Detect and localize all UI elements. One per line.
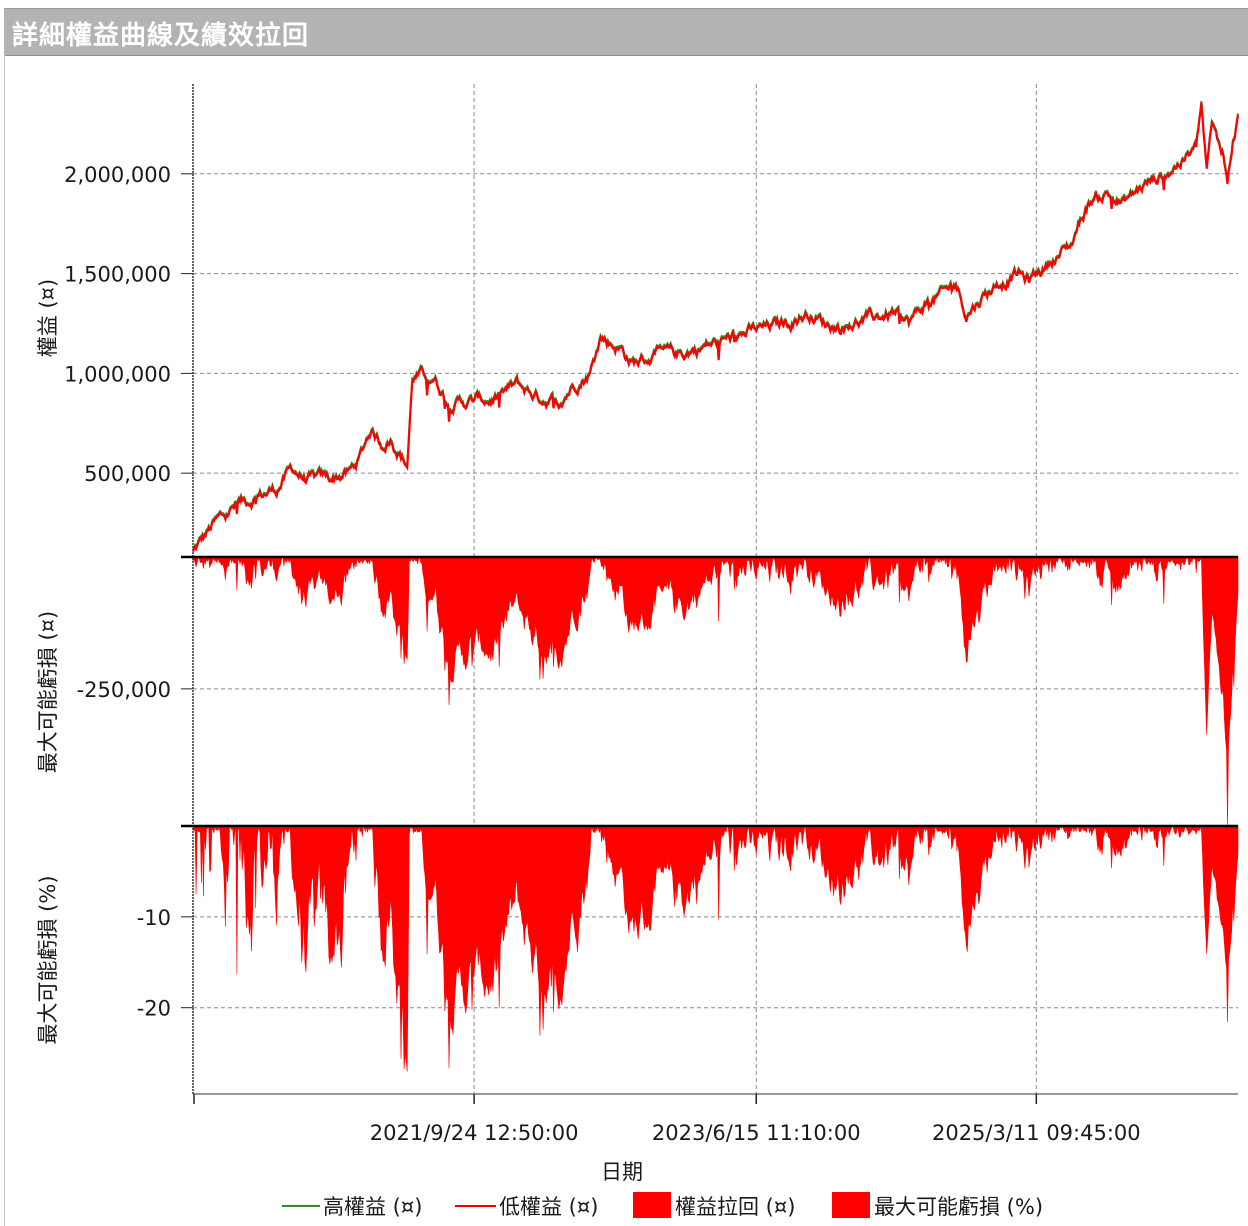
legend: 高權益 (¤) 低權益 (¤) 權益拉回 (¤) 最大可能虧損 (%) [282,1192,1043,1219]
drawdown-amount-axis-title: 最大可能虧損 (¤) [36,611,60,773]
equity-axis-title: 權益 (¤) [36,279,60,357]
drawdown-percent-axis-title: 最大可能虧損 (%) [36,875,60,1044]
x-tick-label: 2023/6/15 11:10:00 [652,1121,861,1145]
y-tick-label: 500,000 [84,462,171,486]
drawdown-percent-panel [192,824,1239,1072]
y-tick-label: 1,000,000 [64,362,171,386]
equity-panel [191,101,1240,553]
axes [181,84,1238,1104]
x-axis-title: 日期 [601,1160,643,1184]
chart-window-title: 詳細權益曲線及績效拉回 [12,21,310,51]
y-tick-label: -20 [137,997,171,1021]
y-tick-label: -250,000 [77,678,171,702]
equity-drawdown-area [192,556,1239,827]
tick-labels: 2021/9/24 12:50:00 2023/6/15 11:10:00 2025… [64,163,1141,1145]
grid-lines [193,84,1238,1094]
low-equity-line [191,102,1240,553]
y-tick-label: -10 [137,906,171,930]
legend-label-high-equity: 高權益 (¤) [323,1195,422,1219]
legend-label-low-equity: 低權益 (¤) [499,1195,598,1219]
drawdown-amount-panel [192,556,1239,827]
max-loss-percent-area [192,824,1239,1072]
x-tick-label: 2025/3/11 09:45:00 [932,1121,1141,1145]
chart-frame [4,55,1248,1226]
legend-label-equity-drawdown: 權益拉回 (¤) [675,1195,795,1219]
legend-swatch-equity-drawdown [633,1192,671,1218]
legend-label-max-loss-percent: 最大可能虧損 (%) [874,1195,1043,1219]
chart-window-titlebar: 詳細權益曲線及績效拉回 [4,8,1248,56]
y-tick-label: 1,500,000 [64,263,171,287]
high-equity-line [192,101,1239,551]
x-tick-label: 2021/9/24 12:50:00 [370,1121,579,1145]
legend-swatch-max-loss-percent [832,1192,870,1218]
y-tick-label: 2,000,000 [64,163,171,187]
